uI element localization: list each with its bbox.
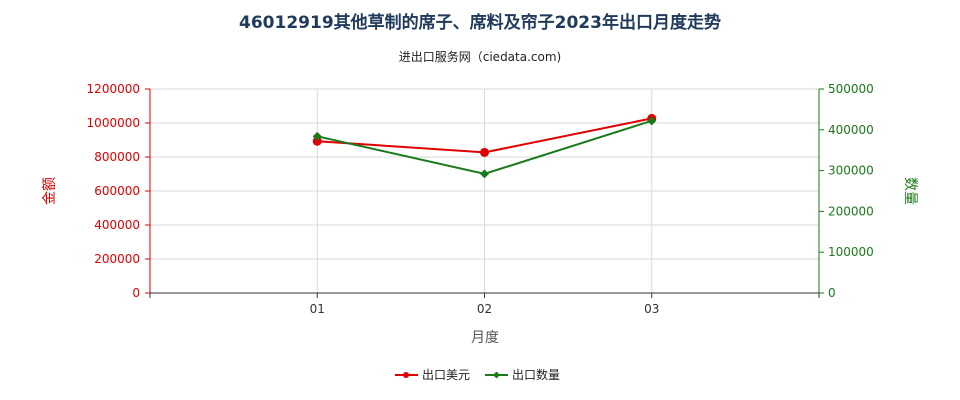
chart-subtitle: 进出口服务网（ciedata.com)	[398, 50, 562, 64]
grid-lines	[150, 88, 819, 293]
legend: 出口美元 出口数量	[395, 367, 560, 382]
data-point-diamond	[480, 169, 489, 179]
x-axis-title: 月度	[471, 330, 499, 346]
right-tick-label: 500000	[828, 82, 874, 96]
right-tick-label: 0	[828, 286, 836, 300]
data-point-circle	[312, 136, 322, 146]
x-tick-label: 02	[477, 302, 492, 316]
x-tick-label: 01	[310, 302, 325, 316]
left-tick-label: 200000	[94, 252, 140, 266]
right-tick-label: 200000	[828, 204, 874, 218]
x-axis-ticks: 01 02 03	[149, 293, 820, 316]
legend-label-export-quantity: 出口数量	[512, 367, 560, 382]
right-tick-label: 100000	[828, 245, 874, 259]
data-point-circle	[480, 147, 489, 157]
legend-item-export-usd[interactable]: 出口美元	[395, 368, 470, 382]
series-layer	[312, 113, 657, 179]
data-point-diamond	[647, 116, 657, 126]
data-point-diamond	[312, 131, 322, 141]
left-tick-label: 600000	[94, 184, 140, 198]
x-tick-label: 03	[644, 302, 659, 316]
legend-marker-circle	[403, 372, 409, 378]
right-axis-ticks: 0 100000 200000 300000 400000 500000	[819, 82, 874, 300]
y-right-axis-title: 数量	[902, 177, 918, 205]
legend-label-export-usd: 出口美元	[422, 368, 470, 382]
legend-item-export-quantity[interactable]: 出口数量	[485, 367, 560, 382]
legend-marker-diamond	[493, 371, 500, 379]
left-tick-label: 800000	[94, 150, 140, 164]
chart-title: 46012919其他草制的席子、席料及帘子2023年出口月度走势	[239, 13, 721, 33]
right-tick-label: 300000	[828, 164, 874, 178]
right-tick-label: 400000	[828, 123, 874, 137]
left-axis-ticks: 0 200000 400000 600000 800000 1000000 1200000	[87, 82, 150, 300]
left-tick-label: 1200000	[87, 82, 140, 96]
left-tick-label: 0	[132, 286, 140, 300]
left-tick-label: 1000000	[87, 116, 140, 130]
series-export-quantity	[312, 116, 657, 179]
y-left-axis-title: 金额	[42, 177, 58, 205]
left-tick-label: 400000	[94, 218, 140, 232]
